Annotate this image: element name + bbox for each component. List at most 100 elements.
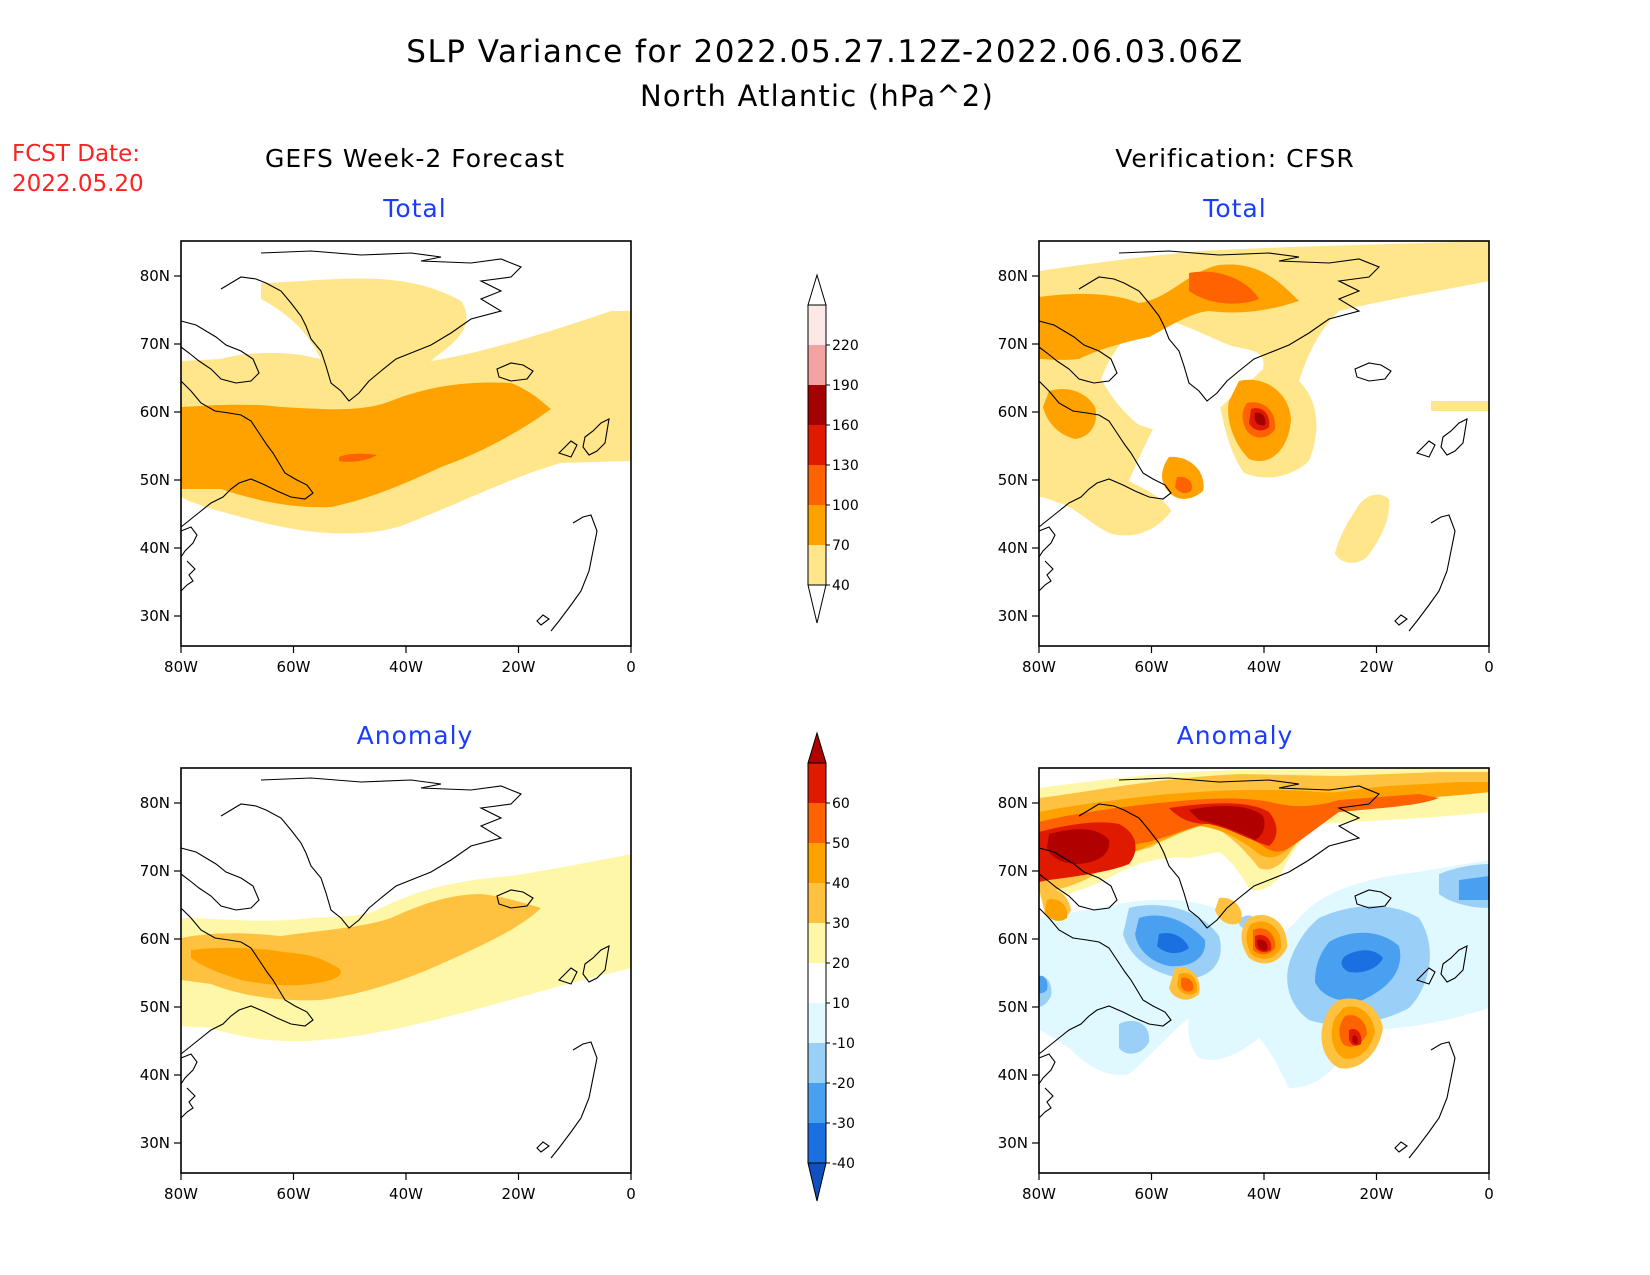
- colorbar-anomaly-label-0: 60: [832, 796, 850, 812]
- lon-label-verification-anomaly-2: 40W: [1247, 1185, 1281, 1203]
- colorbar-anomaly-label-4: 20: [832, 956, 850, 972]
- colorbar-anomaly-label-5: 10: [832, 996, 850, 1012]
- colorbar-total-label-3: 130: [832, 458, 859, 474]
- colorbar-total-label-2: 160: [832, 418, 859, 434]
- map-panel-forecast-anomaly: [180, 767, 632, 1174]
- contour-verification-anomaly-40: [1039, 794, 1439, 1047]
- lon-label-forecast-total-1: 60W: [277, 658, 311, 676]
- colorbar-anomaly-label-1: 50: [832, 836, 850, 852]
- fcst-date-value: 2022.05.20: [12, 171, 144, 197]
- figure-title-line2: North Atlantic (hPa^2): [640, 79, 994, 113]
- colorbar-anomaly: 60 50 40 30 20 10 -10 -20 -30 -40: [807, 731, 855, 1202]
- colorbar-total-band-6: [808, 545, 826, 585]
- contour-forecast-anomaly-30: [191, 947, 341, 986]
- colorbar-total-label-6: 40: [832, 578, 850, 594]
- colorbar-total-band-1: [808, 345, 826, 385]
- lon-label-forecast-anomaly-1: 60W: [277, 1185, 311, 1203]
- colorbar-total-band-5: [808, 505, 826, 545]
- lat-label-verification-total-1: 70N: [998, 335, 1028, 353]
- panel-title-forecast-total: Total: [382, 194, 446, 223]
- lat-label-verification-anomaly-0: 80N: [998, 794, 1028, 812]
- colorbar-total-band-3: [808, 425, 826, 465]
- lat-label-forecast-anomaly-0: 80N: [140, 794, 170, 812]
- map-panel-verification-total: [1038, 240, 1490, 647]
- colorbar-total-band-4: [808, 465, 826, 505]
- lon-label-verification-total-4: 0: [1484, 658, 1494, 676]
- lat-label-verification-total-2: 60N: [998, 403, 1028, 421]
- colorbar-total-band-2: [808, 385, 826, 425]
- lon-label-forecast-anomaly-0: 80W: [164, 1185, 198, 1203]
- lon-label-verification-anomaly-3: 20W: [1360, 1185, 1394, 1203]
- colorbar-anomaly-top-arrow: [807, 731, 827, 764]
- lat-label-verification-anomaly-1: 70N: [998, 862, 1028, 880]
- lat-label-forecast-total-3: 50N: [140, 471, 170, 489]
- lon-label-verification-anomaly-4: 0: [1484, 1185, 1494, 1203]
- colorbar-total-label-0: 220: [832, 338, 859, 354]
- lat-label-verification-anomaly-2: 60N: [998, 930, 1028, 948]
- colorbar-anomaly-label-6: -10: [832, 1036, 855, 1052]
- lat-label-verification-total-5: 30N: [998, 607, 1028, 625]
- colorbar-anomaly-label-7: -20: [832, 1076, 855, 1092]
- lat-label-forecast-anomaly-1: 70N: [140, 862, 170, 880]
- colorbar-total-bottom-arrow: [807, 584, 827, 624]
- colorbar-anomaly-band-7: [808, 1003, 826, 1043]
- lon-label-verification-total-2: 40W: [1247, 658, 1281, 676]
- colorbar-anomaly-band-2: [808, 803, 826, 843]
- colorbar-anomaly-band-5: [808, 923, 826, 963]
- colorbar-total: 220 190 160 130 100 70 40: [807, 273, 859, 624]
- colorbar-anomaly-label-8: -30: [832, 1116, 855, 1132]
- lon-label-forecast-total-4: 0: [626, 658, 636, 676]
- colorbar-anomaly-band-1: [808, 763, 826, 803]
- lat-label-verification-anomaly-4: 40N: [998, 1066, 1028, 1084]
- contour-forecast-total-70: [181, 382, 551, 508]
- colorbar-anomaly-band-8: [808, 1043, 826, 1083]
- colorbar-total-band-0: [808, 305, 826, 345]
- colorbar-total-label-4: 100: [832, 498, 859, 514]
- lat-label-verification-anomaly-3: 50N: [998, 998, 1028, 1016]
- lat-label-verification-anomaly-5: 30N: [998, 1134, 1028, 1152]
- lon-label-forecast-anomaly-4: 0: [626, 1185, 636, 1203]
- colorbar-total-label-5: 70: [832, 538, 850, 554]
- panel-title-verification-total: Total: [1202, 194, 1266, 223]
- map-panel-verification-anomaly: [1038, 767, 1490, 1174]
- lat-label-verification-total-0: 80N: [998, 267, 1028, 285]
- lat-label-forecast-total-4: 40N: [140, 539, 170, 557]
- panel-title-verification-anomaly: Anomaly: [1177, 721, 1294, 750]
- colorbar-anomaly-band-10: [808, 1123, 826, 1163]
- lat-label-forecast-anomaly-5: 30N: [140, 1134, 170, 1152]
- lon-label-forecast-total-3: 20W: [502, 658, 536, 676]
- colorbar-anomaly-label-2: 40: [832, 876, 850, 892]
- lat-label-forecast-total-0: 80N: [140, 267, 170, 285]
- lat-label-verification-total-3: 50N: [998, 471, 1028, 489]
- colorbar-anomaly-band-4: [808, 883, 826, 923]
- contour-verification-total-40-atl: [1335, 494, 1390, 563]
- colorbar-anomaly-band-3: [808, 843, 826, 883]
- lon-label-forecast-anomaly-2: 40W: [389, 1185, 423, 1203]
- lat-label-forecast-total-2: 60N: [140, 403, 170, 421]
- lat-label-forecast-anomaly-3: 50N: [140, 998, 170, 1016]
- colorbar-total-label-1: 190: [832, 378, 859, 394]
- lat-label-forecast-total-5: 30N: [140, 607, 170, 625]
- contour-forecast-total-100: [339, 453, 377, 462]
- lon-label-verification-anomaly-0: 80W: [1022, 1185, 1056, 1203]
- contour-verification-total-160: [1254, 412, 1266, 426]
- fcst-date-label: FCST Date:: [12, 141, 140, 167]
- column-title-verification: Verification: CFSR: [1115, 144, 1354, 173]
- contour-verification-anomaly-60: [1047, 806, 1358, 1044]
- contour-verification-total-40-hole: [1101, 315, 1264, 438]
- contour-verification-anomaly-50: [1039, 803, 1362, 1046]
- lat-label-verification-total-4: 40N: [998, 539, 1028, 557]
- panel-title-forecast-anomaly: Anomaly: [357, 721, 474, 750]
- colorbar-anomaly-label-3: 30: [832, 916, 850, 932]
- column-title-forecast: GEFS Week-2 Forecast: [265, 144, 565, 173]
- lon-label-verification-total-1: 60W: [1135, 658, 1169, 676]
- colorbar-anomaly-band-6: [808, 963, 826, 1003]
- contour-verification-anomaly-blue30: [1039, 876, 1489, 1002]
- lon-label-forecast-total-0: 80W: [164, 658, 198, 676]
- lat-label-forecast-anomaly-4: 40N: [140, 1066, 170, 1084]
- map-panel-forecast-total: [180, 240, 632, 647]
- lon-label-verification-total-0: 80W: [1022, 658, 1056, 676]
- contour-verification-anomaly-blue20: [1039, 864, 1489, 1054]
- contour-verification-total-70: [1039, 264, 1299, 499]
